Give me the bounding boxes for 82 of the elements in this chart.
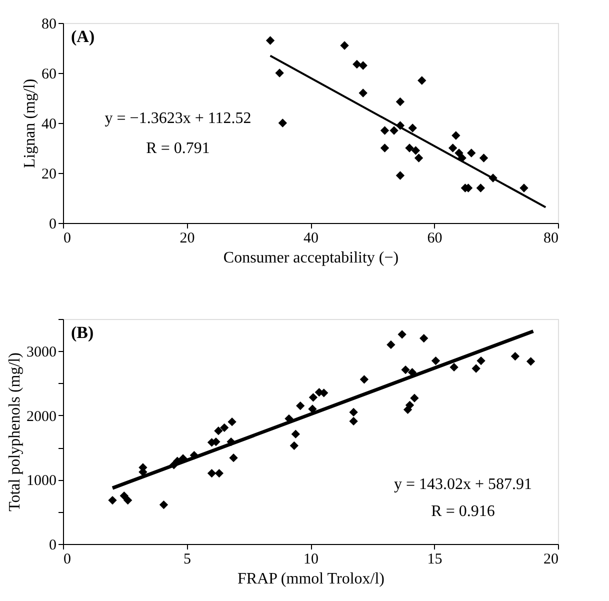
point <box>420 334 428 343</box>
point <box>405 400 414 410</box>
point <box>472 364 480 373</box>
annotation: (A) <box>71 27 95 46</box>
point <box>380 144 390 152</box>
x-tick-label: 80 <box>544 230 558 246</box>
point <box>390 126 398 135</box>
point <box>296 401 305 410</box>
annotation: y = −1.3623x + 112.52 <box>104 110 252 127</box>
point <box>349 416 358 426</box>
x-tick-label: 5 <box>184 552 191 568</box>
x-tick-label: 0 <box>64 230 71 246</box>
point <box>308 393 318 402</box>
y-axis-title: Lignan (mg/l) <box>22 78 38 168</box>
point <box>275 68 284 78</box>
point <box>207 468 216 478</box>
y-tick-label: 0 <box>49 538 56 554</box>
point <box>520 184 528 192</box>
point <box>358 88 368 98</box>
point <box>396 97 405 106</box>
point <box>349 408 358 417</box>
point <box>479 154 488 162</box>
x-axis-title: FRAP (mmol Trolox/l) <box>237 570 385 588</box>
y-tick-label: 1000 <box>26 473 56 490</box>
point <box>360 375 369 384</box>
annotation: y = 143.02x + 587.91 <box>394 476 532 493</box>
point <box>290 441 298 450</box>
x-tick-label: 20 <box>544 552 558 568</box>
x-tick-label: 15 <box>427 552 442 568</box>
x-tick-label: 60 <box>427 230 442 246</box>
point <box>526 357 536 366</box>
y-axis-title: Total polyphenols (mg/l) <box>6 352 24 512</box>
point <box>448 144 458 152</box>
y-tick-label: 0 <box>49 216 56 232</box>
annotation: R = 0.791 <box>146 140 210 157</box>
x-tick-label: 10 <box>304 552 318 568</box>
x-axis-title: Consumer acceptability (−) <box>223 250 399 266</box>
point <box>159 500 168 510</box>
point <box>467 148 476 158</box>
point <box>405 144 414 152</box>
point <box>401 365 410 374</box>
point <box>266 36 275 45</box>
point <box>214 468 224 478</box>
point <box>431 356 440 366</box>
y-tick-label: 60 <box>42 66 56 82</box>
point <box>510 352 520 361</box>
point <box>358 61 368 70</box>
y-tick-label: 2000 <box>26 408 56 425</box>
annotation: (B) <box>71 323 94 342</box>
point <box>278 118 287 128</box>
point <box>228 418 236 426</box>
point <box>452 131 460 140</box>
x-tick-label: 0 <box>64 552 71 568</box>
x-tick-label: 40 <box>304 230 318 246</box>
annotation: R = 0.916 <box>431 503 495 520</box>
point <box>476 356 486 366</box>
point <box>229 454 238 462</box>
point <box>220 423 229 432</box>
y-tick-label: 40 <box>42 116 56 132</box>
point <box>396 171 405 180</box>
point <box>454 148 464 158</box>
x-tick-label: 20 <box>180 230 195 246</box>
y-tick-label: 80 <box>42 16 56 32</box>
point <box>410 394 419 402</box>
point <box>380 126 390 135</box>
y-tick-label: 3000 <box>26 344 56 361</box>
point <box>408 124 417 132</box>
point <box>340 41 349 50</box>
point <box>291 430 300 438</box>
point <box>214 426 223 436</box>
point <box>124 496 132 505</box>
point <box>414 154 424 162</box>
point <box>418 76 426 85</box>
point <box>386 340 396 350</box>
point <box>398 330 406 339</box>
point <box>411 146 420 155</box>
point <box>476 184 485 192</box>
point <box>120 491 128 500</box>
point <box>352 60 362 69</box>
point <box>450 362 458 372</box>
y-tick-label: 20 <box>42 166 56 182</box>
point <box>108 496 117 505</box>
